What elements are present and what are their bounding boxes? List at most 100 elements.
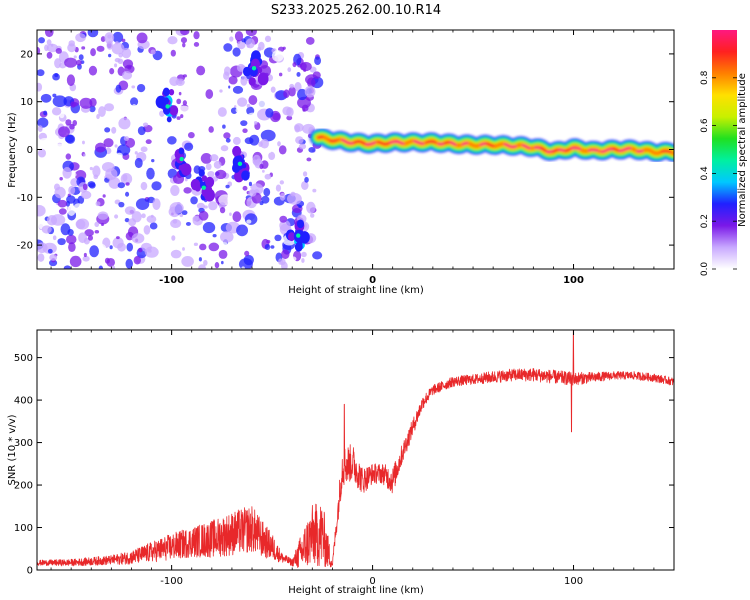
noise-blob <box>140 146 148 153</box>
noise-blob <box>58 126 70 138</box>
snr-ticks: -100 0 100 0 100 200 300 400 500 <box>14 330 675 587</box>
noise-blob <box>268 151 276 161</box>
noise-blob <box>44 44 49 52</box>
noise-blob <box>46 39 52 46</box>
noise-blob <box>279 215 288 223</box>
noise-blob <box>283 89 290 99</box>
noise-blob <box>212 233 217 238</box>
noise-blob <box>182 247 185 251</box>
noise-blob <box>182 42 186 48</box>
noise-blob <box>131 233 145 244</box>
noise-layer <box>37 30 324 269</box>
noise-blob <box>126 242 134 252</box>
noise-blob <box>133 256 141 265</box>
noise-blob <box>294 82 302 92</box>
noise-blob <box>37 69 45 77</box>
noise-blob <box>44 30 54 38</box>
noise-blob <box>261 195 270 204</box>
noise-blob <box>96 114 100 120</box>
noise-blob <box>83 153 86 157</box>
snr-content <box>37 330 674 568</box>
noise-blob <box>279 219 291 231</box>
noise-blob <box>208 201 218 211</box>
snr-x-label: Height of straight line (km) <box>288 585 424 596</box>
noise-blob <box>252 154 262 166</box>
noise-blob <box>286 107 294 117</box>
signal-core <box>353 140 360 144</box>
noise-blob <box>82 255 90 262</box>
noise-blob <box>300 62 307 70</box>
signal-core <box>395 139 405 145</box>
noise-blob <box>111 42 125 55</box>
noise-blob <box>243 254 254 266</box>
cluster-blob <box>287 232 296 242</box>
noise-blob <box>306 201 316 214</box>
noise-blob <box>275 184 282 192</box>
noise-blob <box>111 126 117 134</box>
noise-blob <box>180 37 188 44</box>
noise-blob <box>118 117 131 130</box>
colorbar-tick-label: 0.6 <box>700 118 710 133</box>
noise-blob <box>167 136 177 145</box>
noise-blob <box>150 149 154 154</box>
noise-blob <box>73 55 77 59</box>
noise-blob <box>260 129 276 142</box>
noise-blob <box>60 223 71 236</box>
noise-blob <box>152 198 161 210</box>
cluster-peak <box>296 233 301 238</box>
noise-blob <box>37 190 43 202</box>
noise-blob <box>185 221 191 226</box>
noise-blob <box>184 142 194 151</box>
noise-blob <box>279 180 285 185</box>
noise-blob <box>68 185 76 195</box>
noise-blob <box>246 103 251 108</box>
noise-blob <box>295 136 304 145</box>
noise-blob <box>193 242 198 246</box>
noise-blob <box>220 231 234 243</box>
y-tick-label: 500 <box>14 353 33 364</box>
cluster-blob <box>232 145 242 157</box>
signal-core <box>317 135 324 139</box>
noise-blob <box>213 160 222 169</box>
noise-blob <box>290 256 297 262</box>
noise-blob <box>246 219 252 224</box>
noise-blob <box>90 48 96 57</box>
noise-blob <box>181 210 188 216</box>
noise-blob <box>169 202 184 214</box>
noise-blob <box>37 90 42 101</box>
noise-blob <box>52 235 57 241</box>
noise-blob <box>240 120 248 127</box>
noise-blob <box>37 204 46 217</box>
noise-blob <box>108 177 121 189</box>
noise-blob <box>180 114 184 119</box>
noise-blob <box>270 245 275 249</box>
cluster-blob <box>181 163 192 176</box>
noise-blob <box>248 189 257 197</box>
signal-band <box>309 128 674 162</box>
noise-blob <box>109 68 115 75</box>
noise-blob <box>51 107 62 116</box>
noise-blob <box>301 180 309 190</box>
cluster-blob <box>168 88 175 96</box>
cluster-blob <box>242 66 251 77</box>
noise-blob <box>128 218 137 227</box>
noise-blob <box>229 212 232 216</box>
noise-blob <box>121 70 133 80</box>
noise-blob <box>181 255 194 267</box>
noise-blob <box>49 254 58 261</box>
noise-blob <box>172 219 178 224</box>
noise-blob <box>100 90 106 98</box>
noise-blob <box>298 204 302 209</box>
snr-panel: -100 0 100 0 100 200 300 400 500 Height of strai… <box>7 329 675 596</box>
noise-blob <box>142 122 149 127</box>
snr-y-label: SNR (10 * v/v) <box>7 414 18 485</box>
signal-core <box>570 146 581 151</box>
noise-blob <box>141 213 146 219</box>
y-tick-label: 0 <box>27 145 33 156</box>
noise-blob <box>98 106 106 118</box>
noise-blob <box>244 213 258 225</box>
noise-blob <box>104 103 115 112</box>
noise-blob <box>263 187 271 197</box>
noise-blob <box>50 214 66 226</box>
noise-blob <box>246 112 260 124</box>
